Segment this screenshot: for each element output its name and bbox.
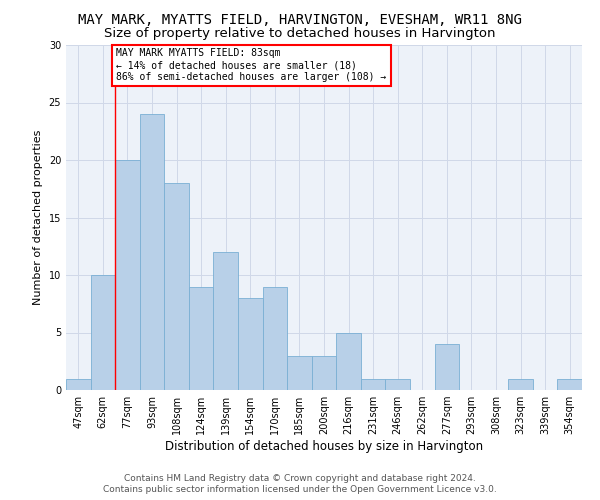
- Text: MAY MARK MYATTS FIELD: 83sqm
← 14% of detached houses are smaller (18)
86% of se: MAY MARK MYATTS FIELD: 83sqm ← 14% of de…: [116, 48, 386, 82]
- Y-axis label: Number of detached properties: Number of detached properties: [33, 130, 43, 305]
- Text: Size of property relative to detached houses in Harvington: Size of property relative to detached ho…: [104, 28, 496, 40]
- Bar: [115, 160, 140, 390]
- Bar: [91, 275, 115, 390]
- Bar: [287, 356, 312, 390]
- Bar: [508, 378, 533, 390]
- Bar: [238, 298, 263, 390]
- Bar: [557, 378, 582, 390]
- X-axis label: Distribution of detached houses by size in Harvington: Distribution of detached houses by size …: [165, 440, 483, 453]
- Bar: [66, 378, 91, 390]
- Bar: [312, 356, 336, 390]
- Bar: [214, 252, 238, 390]
- Bar: [263, 286, 287, 390]
- Bar: [164, 183, 189, 390]
- Text: MAY MARK, MYATTS FIELD, HARVINGTON, EVESHAM, WR11 8NG: MAY MARK, MYATTS FIELD, HARVINGTON, EVES…: [78, 12, 522, 26]
- Bar: [385, 378, 410, 390]
- Text: Contains HM Land Registry data © Crown copyright and database right 2024.
Contai: Contains HM Land Registry data © Crown c…: [103, 474, 497, 494]
- Bar: [361, 378, 385, 390]
- Bar: [140, 114, 164, 390]
- Bar: [189, 286, 214, 390]
- Bar: [336, 332, 361, 390]
- Bar: [434, 344, 459, 390]
